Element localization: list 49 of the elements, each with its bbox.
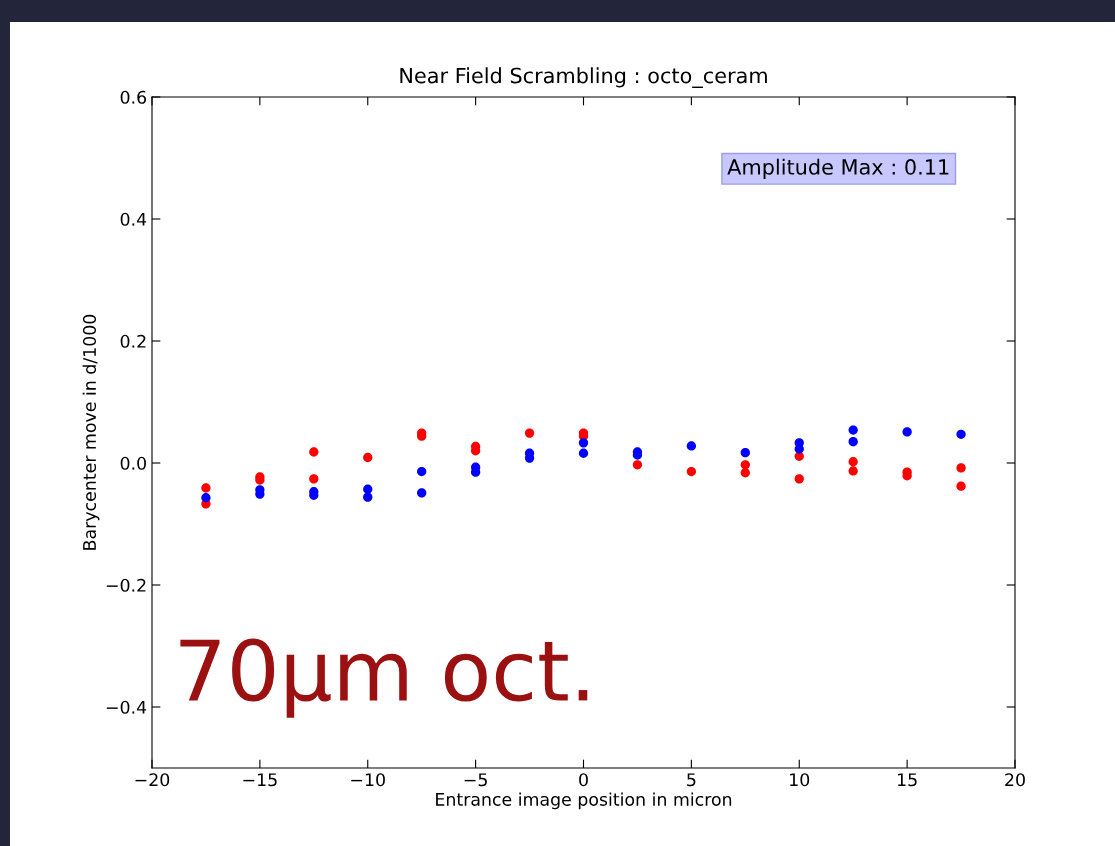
y-tick-label: 0.0: [120, 456, 146, 470]
y-tick-label: 0.2: [120, 334, 146, 348]
x-tick-label: −5: [464, 773, 487, 787]
point: [363, 452, 373, 463]
point: [201, 493, 211, 503]
x-tick-label: −10: [351, 773, 385, 787]
point: [578, 448, 589, 458]
point: [794, 444, 804, 454]
point: [794, 451, 804, 461]
point: [902, 427, 912, 437]
y-axis-title: Barycenter move in d/1000: [82, 314, 100, 550]
x-tick-label: 10: [790, 773, 810, 787]
point: [794, 474, 804, 484]
point: [740, 460, 750, 470]
x-tick-label: −15: [243, 773, 277, 787]
point: [686, 466, 697, 477]
x-tick-label: 20: [1005, 773, 1025, 787]
x-axis-title: Entrance image position in micron: [436, 792, 732, 810]
point: [848, 466, 858, 476]
point: [309, 474, 319, 484]
point: [956, 429, 966, 439]
annotation: Amplitude Max : 0.11: [727, 158, 949, 179]
point: [956, 463, 966, 473]
point: [632, 460, 643, 470]
y-tick-label: 0.6: [120, 90, 147, 104]
point: [740, 468, 750, 478]
point: [956, 481, 966, 491]
x-tick-label: 5: [687, 773, 696, 787]
point: [848, 436, 858, 447]
point: [417, 466, 427, 477]
annotation: 70µm oct.: [180, 638, 588, 718]
y-tick-label: 0.4: [120, 212, 147, 226]
point: [363, 492, 373, 502]
y-tick-label: −0.4: [106, 700, 147, 714]
chart-title: Near Field Scrambling : octo_ceram: [400, 67, 767, 89]
x-tick-label: 15: [897, 773, 917, 787]
x-tick-label: 0: [579, 773, 588, 787]
point: [740, 447, 750, 458]
point: [848, 425, 858, 435]
point: [848, 457, 858, 467]
point: [309, 447, 319, 457]
y-tick-label: −0.2: [106, 578, 146, 592]
point: [201, 483, 211, 493]
point: [524, 428, 535, 438]
point: [417, 488, 427, 498]
point: [363, 484, 373, 494]
x-tick-label: −20: [135, 773, 170, 787]
point: [578, 438, 589, 448]
point: [686, 441, 697, 451]
